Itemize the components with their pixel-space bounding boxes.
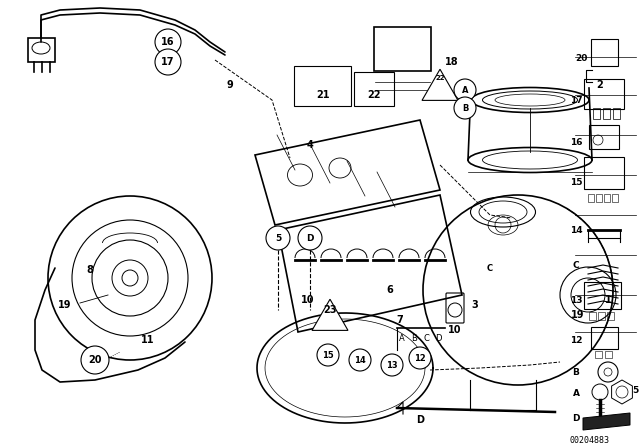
Text: 5: 5: [275, 233, 281, 242]
Text: 20: 20: [88, 355, 102, 365]
Text: 10: 10: [448, 325, 461, 335]
Text: 00204883: 00204883: [570, 435, 610, 444]
Text: B: B: [573, 367, 579, 376]
Text: 23: 23: [323, 305, 337, 315]
Text: D: D: [307, 233, 314, 242]
Text: C: C: [423, 333, 429, 343]
Circle shape: [349, 349, 371, 371]
Text: A: A: [399, 333, 405, 343]
Text: 17: 17: [570, 95, 582, 104]
Text: 17: 17: [161, 57, 175, 67]
Text: 20: 20: [575, 53, 587, 63]
Polygon shape: [583, 413, 630, 430]
Circle shape: [317, 344, 339, 366]
Text: C: C: [573, 260, 579, 270]
Polygon shape: [312, 299, 348, 330]
Text: 10: 10: [301, 295, 315, 305]
Text: 3: 3: [472, 300, 478, 310]
Text: 2: 2: [596, 80, 604, 90]
Circle shape: [155, 49, 181, 75]
Text: 16: 16: [161, 37, 175, 47]
Text: 12: 12: [570, 336, 582, 345]
Text: B: B: [462, 103, 468, 112]
Text: 19: 19: [572, 310, 585, 320]
Text: 4: 4: [307, 140, 314, 150]
Text: A: A: [573, 388, 579, 397]
Text: 22: 22: [435, 75, 445, 81]
Text: 14: 14: [354, 356, 366, 365]
Text: 9: 9: [227, 80, 234, 90]
Text: 15: 15: [322, 350, 334, 359]
Polygon shape: [422, 69, 458, 100]
Circle shape: [381, 354, 403, 376]
Text: C: C: [487, 263, 493, 272]
Text: 13: 13: [386, 361, 398, 370]
Text: 15: 15: [570, 177, 582, 186]
Circle shape: [409, 347, 431, 369]
Text: D: D: [416, 415, 424, 425]
Circle shape: [454, 79, 476, 101]
Circle shape: [454, 97, 476, 119]
Text: A: A: [461, 86, 468, 95]
Text: 13: 13: [570, 296, 582, 305]
Text: 8: 8: [86, 265, 93, 275]
Text: 6: 6: [387, 285, 394, 295]
Text: 14: 14: [570, 225, 582, 234]
Circle shape: [81, 346, 109, 374]
Text: 1: 1: [605, 295, 611, 305]
Text: 16: 16: [570, 138, 582, 146]
Text: 5: 5: [632, 385, 638, 395]
Circle shape: [155, 29, 181, 55]
Text: 12: 12: [414, 353, 426, 362]
Text: 7: 7: [397, 315, 403, 325]
Text: B: B: [411, 333, 417, 343]
Text: 19: 19: [58, 300, 72, 310]
Text: 11: 11: [141, 335, 155, 345]
Text: D: D: [435, 333, 441, 343]
Text: 22: 22: [367, 90, 381, 100]
Text: D: D: [572, 414, 580, 422]
Circle shape: [298, 226, 322, 250]
Circle shape: [266, 226, 290, 250]
Text: 21: 21: [316, 90, 330, 100]
Text: 18: 18: [445, 57, 459, 67]
